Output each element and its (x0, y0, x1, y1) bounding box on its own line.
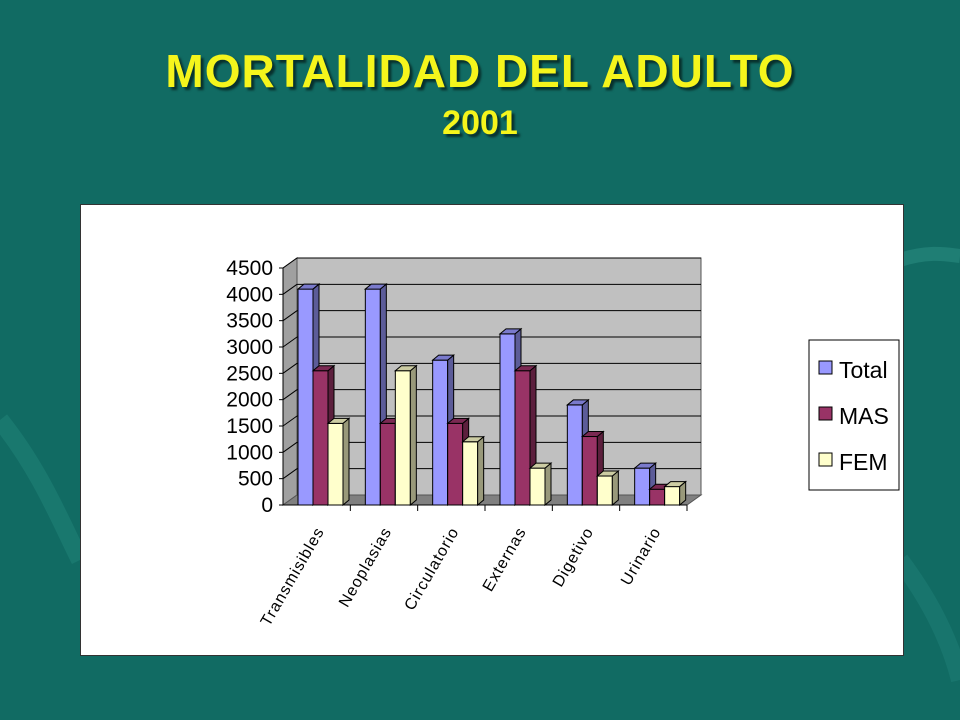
bar-top (565, 399, 590, 406)
gridline-side (282, 257, 298, 269)
bar-front (364, 288, 381, 506)
legend-swatch (818, 406, 833, 421)
bar-top (311, 365, 336, 372)
bar (461, 435, 486, 507)
bar-top (446, 417, 471, 424)
bar-top (431, 354, 456, 361)
bar-top (513, 365, 538, 372)
bar-front (634, 467, 651, 506)
x-tick-label: Transmisibles (258, 525, 328, 630)
gridline-side (282, 283, 298, 295)
gridline-side (282, 310, 298, 322)
y-tick-label: 2000 (226, 389, 273, 412)
y-tick-label: 4500 (226, 257, 273, 280)
bar (528, 462, 553, 507)
bar-side (477, 435, 485, 507)
x-tick-label: Neoplasias (336, 525, 395, 611)
legend-label: MAS (839, 403, 889, 429)
legend-swatch (818, 360, 833, 375)
bar-front (529, 467, 546, 506)
bar-front (596, 475, 613, 506)
bar-top (296, 283, 321, 290)
bar (663, 480, 688, 507)
bar-front (327, 422, 344, 506)
y-tick-label: 4000 (226, 283, 273, 306)
bar-front (297, 288, 314, 506)
bar-top (363, 283, 388, 290)
bar-front (664, 486, 681, 506)
gridline-side (282, 415, 298, 427)
bar-top (633, 462, 658, 469)
y-tick-label: 3000 (226, 336, 273, 359)
y-tick-label: 1500 (226, 415, 273, 438)
bar-front (379, 422, 396, 506)
bar-top (580, 431, 605, 438)
gridline-side (282, 362, 298, 374)
x-tick-label: Urinario (618, 525, 665, 589)
chart-panel: 0 500 1000 1500 2000 2500 3000 3500 4000 4500 Tran… (80, 204, 904, 656)
bar-front (462, 441, 479, 506)
x-tick-label: Digetivo (550, 525, 598, 590)
bar-side (409, 364, 417, 507)
legend-label: FEM (839, 449, 888, 475)
bar-front (432, 359, 449, 506)
legend-swatch (818, 452, 833, 467)
bar-side (342, 417, 350, 507)
bar-side (544, 462, 552, 507)
bar-top (498, 328, 523, 335)
bar-front (499, 333, 516, 506)
bar-front (514, 370, 531, 506)
slide-subtitle: 2001 (442, 104, 518, 142)
bar-top (326, 417, 351, 424)
y-tick-label: 0 (261, 494, 273, 517)
plot-side-wall (282, 257, 298, 506)
bar-front (312, 370, 329, 506)
gridline-side (282, 389, 298, 401)
y-tick-label: 500 (238, 468, 273, 491)
x-tick-label: Circulatorio (402, 525, 463, 614)
bar-top (461, 436, 486, 443)
bar-front (649, 488, 666, 506)
bar (326, 417, 351, 507)
x-tick-label: Externas (480, 525, 530, 595)
y-tick-label: 3500 (226, 310, 273, 333)
bar (393, 364, 418, 507)
gridline-side (282, 441, 298, 453)
bar (595, 469, 620, 507)
gridline-side (282, 336, 298, 348)
bar-front (581, 436, 598, 506)
legend-label: Total (839, 357, 888, 383)
bar-top (393, 365, 418, 372)
y-tick-label: 2500 (226, 362, 273, 385)
mortality-chart: 0 500 1000 1500 2000 2500 3000 3500 4000 4500 Tran… (226, 257, 900, 630)
plot-back-wall (296, 257, 702, 496)
bar-top (663, 481, 688, 488)
gridline-side (282, 468, 298, 480)
slide-title: MORTALIDAD DEL ADULTO (165, 45, 795, 97)
bar-front (394, 370, 411, 506)
y-tick-label: 1000 (226, 441, 273, 464)
bar-front (566, 404, 583, 506)
bar-front (447, 422, 464, 506)
bar-side (611, 469, 619, 507)
bar-top (528, 462, 553, 469)
bar-top (595, 470, 620, 477)
